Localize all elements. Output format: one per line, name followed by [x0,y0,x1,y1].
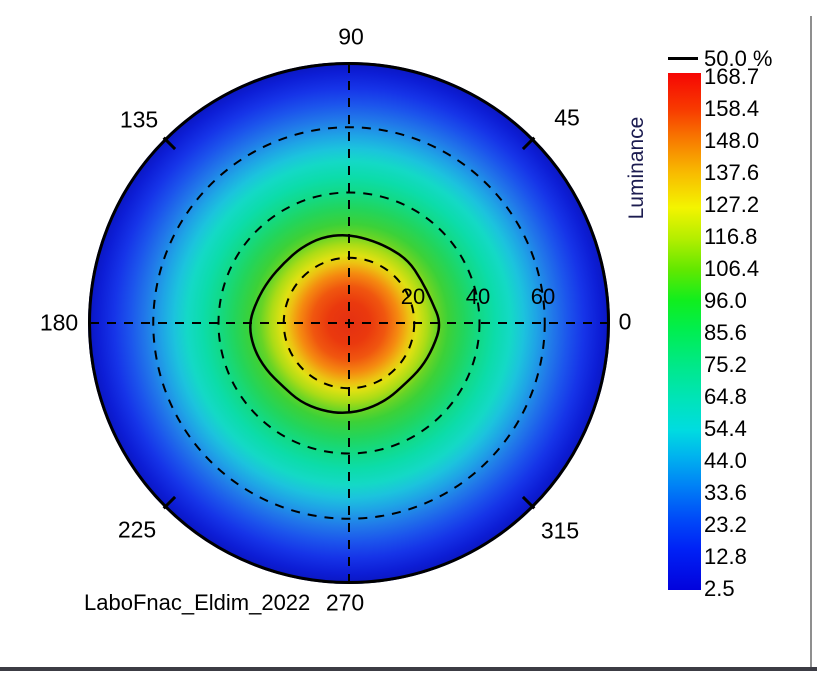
grid-circle-40deg [217,191,481,455]
colorbar-gradient [668,73,701,590]
angle-label-315: 315 [540,517,580,544]
colorbar-tick-label-15: 12.8 [704,544,747,569]
radial-tick-label-40: 40 [465,284,491,309]
colorbar-tick-label-10: 64.8 [704,384,747,409]
colorbar-tick-label-6: 106.4 [704,256,760,281]
radial-tick-label-20: 20 [400,284,426,309]
colorbar-tick-label-9: 75.2 [704,352,747,377]
polar-outer-edge [88,62,610,584]
colorbar-tick-label-1: 158.4 [704,96,760,121]
window-right-border [810,16,812,668]
colorbar-tick-label-2: 148.0 [704,128,760,153]
polar-plot-area [88,62,610,584]
angle-label-180: 180 [39,309,79,336]
angle-label-225: 225 [117,516,157,543]
angle-label-0: 0 [618,308,632,335]
measurement-label: LaboFnac_Eldim_2022 [84,590,311,615]
colorbar-tick-label-8: 85.6 [704,320,747,345]
colorbar-tick-label-3: 137.6 [704,160,760,185]
angle-label-270: 270 [325,589,365,616]
colorbar-tick-label-12: 44.0 [704,448,747,473]
grid-circle-60deg [152,126,546,520]
radial-tick-label-60: 60 [530,284,556,309]
colorbar-tick-label-4: 127.2 [704,192,760,217]
contour-legend-line [668,57,698,60]
colorbar-tick-label-5: 116.8 [704,224,758,249]
colorbar-tick-label-13: 33.6 [704,480,747,505]
contour-legend-label: 50.0 % [704,46,773,71]
colorbar-title: Luminance [625,116,648,220]
colorbar-tick-label-14: 23.2 [704,512,747,537]
polar-grid-svg [88,62,610,584]
colorbar-tick-label-7: 96.0 [704,288,747,313]
colorbar-tick-label-0: 168.7 [704,64,760,89]
angle-label-45: 45 [554,104,580,131]
angle-label-135: 135 [119,106,159,133]
colorbar-tick-label-16: 2.5 [704,576,735,601]
contour-50-path [249,233,441,415]
angle-label-90: 90 [338,23,364,50]
window-bottom-border [0,667,817,671]
colorbar-tick-label-11: 54.4 [704,416,747,441]
